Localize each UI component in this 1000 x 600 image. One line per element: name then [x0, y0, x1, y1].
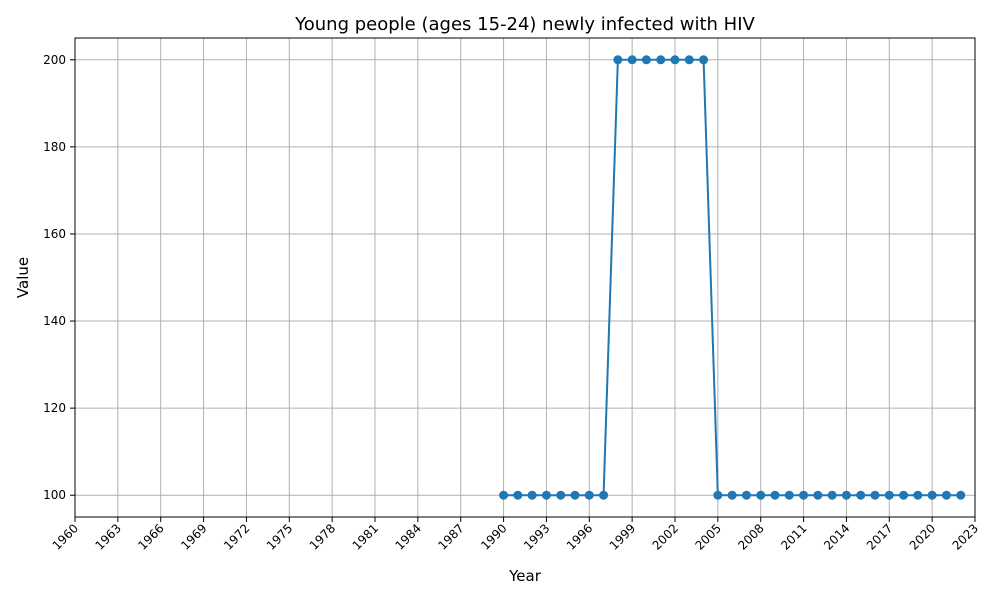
data-point: [727, 490, 737, 500]
data-point: [499, 490, 509, 500]
x-tick-label: 1993: [521, 521, 552, 552]
data-point: [599, 490, 609, 500]
y-tick-label: 200: [43, 53, 66, 67]
y-tick-label: 180: [43, 140, 66, 154]
series-layer: [499, 55, 966, 500]
data-point: [756, 490, 766, 500]
data-point: [527, 490, 537, 500]
x-tick-label: 1999: [607, 521, 638, 552]
data-point: [541, 490, 551, 500]
data-point: [741, 490, 751, 500]
chart-title: Young people (ages 15-24) newly infected…: [294, 14, 755, 35]
x-tick-label: 1963: [92, 521, 123, 552]
grid: [74, 38, 976, 517]
data-point: [827, 490, 837, 500]
plot-frame: [74, 37, 976, 518]
data-point: [656, 55, 666, 65]
y-tick-label: 120: [43, 401, 66, 415]
data-point: [956, 490, 966, 500]
data-point: [799, 490, 809, 500]
data-point: [927, 490, 937, 500]
data-point: [613, 55, 623, 65]
x-tick-label: 2002: [650, 521, 681, 552]
y-tick-label: 100: [43, 488, 66, 502]
x-axis-label: Year: [508, 567, 542, 585]
y-axis-label: Value: [14, 257, 32, 298]
data-point: [713, 490, 723, 500]
x-tick-label: 1972: [221, 521, 252, 552]
data-point: [556, 490, 566, 500]
data-point: [899, 490, 909, 500]
y-tick-label: 160: [43, 227, 66, 241]
data-point: [699, 55, 709, 65]
y-tick-label: 140: [43, 314, 66, 328]
data-point: [641, 55, 651, 65]
data-point: [884, 490, 894, 500]
data-point: [513, 490, 523, 500]
x-tick-label: 2011: [778, 521, 809, 552]
x-tick-label: 1987: [435, 521, 466, 552]
data-point: [570, 490, 580, 500]
x-tick-label: 2014: [821, 521, 852, 552]
x-tick-label: 1996: [564, 521, 595, 552]
data-point: [856, 490, 866, 500]
x-tick-label: 2020: [907, 521, 938, 552]
x-tick-label: 2008: [735, 521, 766, 552]
x-tick-label: 1984: [392, 521, 423, 552]
x-tick-label: 1966: [135, 521, 166, 552]
data-point: [784, 490, 794, 500]
x-tick-label: 1969: [178, 521, 209, 552]
series-line: [503, 58, 961, 497]
x-tick-label: 1960: [50, 521, 81, 552]
x-tick-label: 2017: [864, 521, 895, 552]
data-point: [670, 55, 680, 65]
y-axis-ticks: 100 120 140 160 180 200: [43, 53, 75, 502]
data-point: [841, 490, 851, 500]
data-point: [870, 490, 880, 500]
data-point: [584, 490, 594, 500]
data-point: [627, 55, 637, 65]
data-point: [770, 490, 780, 500]
x-tick-label: 1975: [264, 521, 295, 552]
data-point: [941, 490, 951, 500]
x-tick-label: 1978: [307, 521, 338, 552]
x-tick-label: 2023: [950, 521, 981, 552]
data-point: [684, 55, 694, 65]
data-point: [813, 490, 823, 500]
x-tick-label: 1990: [478, 521, 509, 552]
x-axis-ticks: 1960 1963 1966 1969 1972 1975 1978 1981 1984 1987…: [50, 517, 981, 553]
x-tick-label: 2005: [692, 521, 723, 552]
x-tick-label: 1981: [350, 521, 381, 552]
data-point: [913, 490, 923, 500]
